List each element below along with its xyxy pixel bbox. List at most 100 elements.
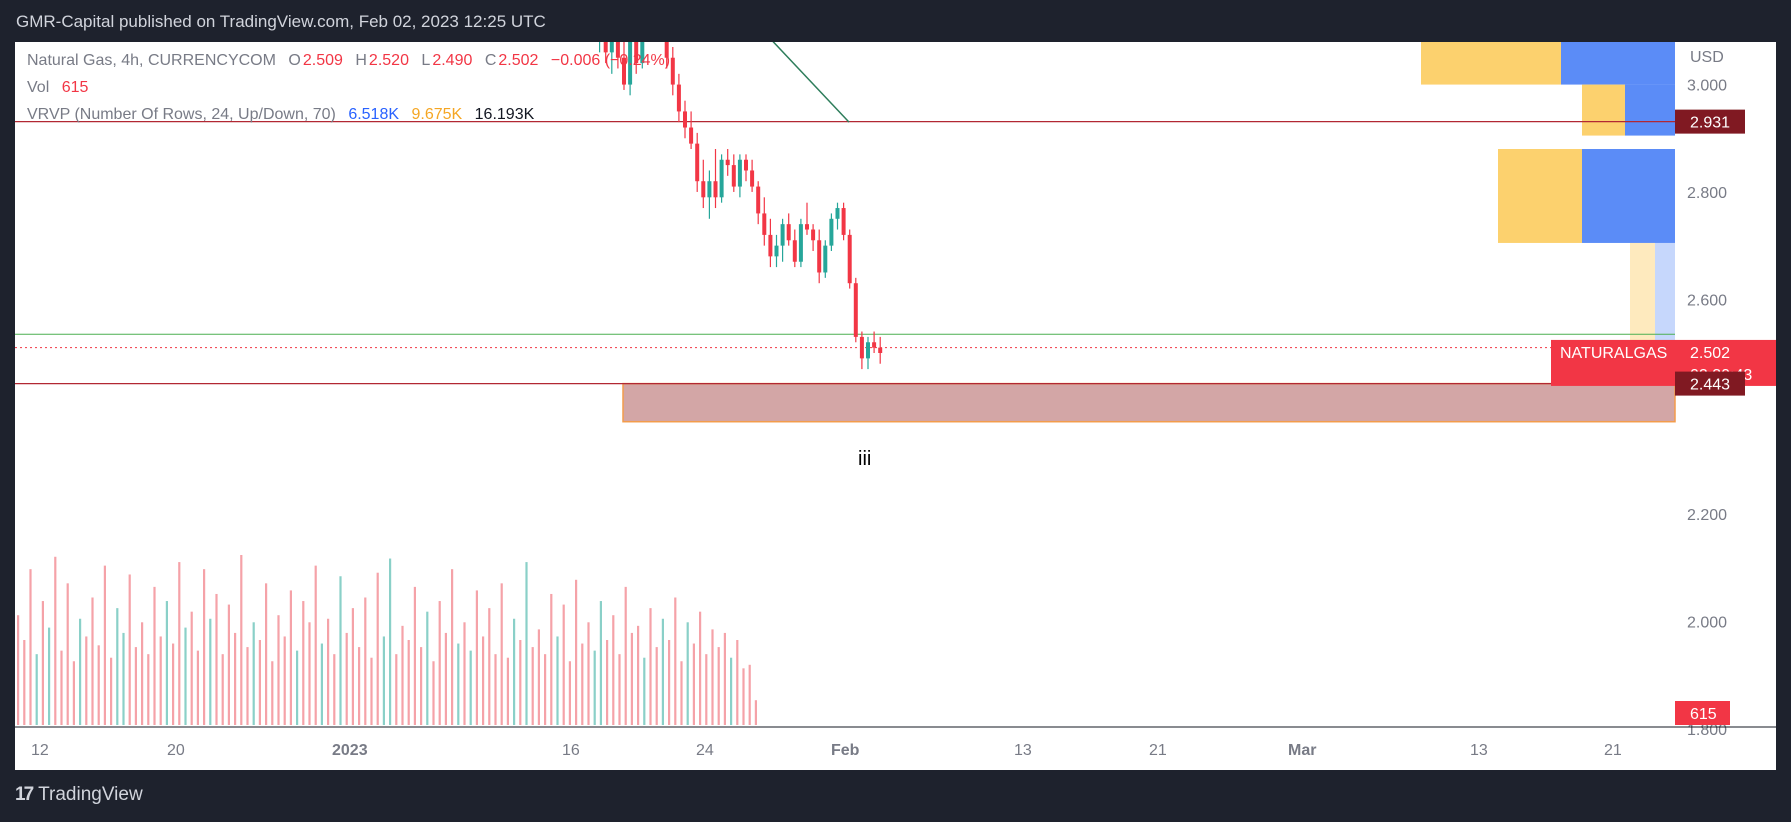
volume-bar — [426, 611, 429, 725]
volume-bar — [240, 555, 243, 725]
volume-bar — [705, 654, 708, 725]
volume-bar — [395, 654, 398, 725]
volume-profile-up-bar — [1630, 242, 1655, 353]
legend-vol-label: Vol — [27, 79, 50, 96]
volume-bar — [568, 661, 571, 725]
volume-bar — [401, 625, 404, 725]
tradingview-footer[interactable]: 17 TradingView — [15, 784, 143, 806]
candle-body — [756, 186, 761, 214]
legend-vrvp-total: 16.193K — [474, 106, 535, 123]
volume-bar — [376, 572, 379, 725]
volume-bar — [234, 632, 237, 725]
y-axis-tick-label: 3.000 — [1687, 78, 1727, 95]
candle-body — [774, 245, 779, 257]
price-label-bg — [1675, 371, 1745, 396]
price-label-value: 2.931 — [1690, 115, 1730, 132]
volume-bar — [23, 640, 26, 725]
volume-profile-down-bar — [1625, 84, 1675, 136]
volume-bar — [333, 654, 336, 725]
volume-bar — [736, 640, 739, 725]
volume-bar — [110, 657, 113, 725]
downtrend-line — [772, 42, 850, 123]
volume-bar — [351, 608, 354, 725]
candle-body — [731, 165, 736, 187]
candle-body — [786, 224, 791, 241]
volume-bar — [668, 640, 671, 725]
volume-bar — [544, 654, 547, 725]
volume-profile-up-bar — [1582, 84, 1625, 136]
volume-profile-up-bar — [1421, 42, 1561, 85]
volume-bar — [593, 650, 596, 725]
chart-frame[interactable]: iiiUSD3.0002.8002.6002.2002.0001.8003.21… — [15, 42, 1776, 770]
candle-body — [780, 224, 785, 246]
volume-bar — [717, 647, 720, 725]
volume-profile-up-bar — [1498, 149, 1582, 243]
volume-bar — [407, 640, 410, 725]
volume-bar — [587, 622, 590, 725]
publisher-header: GMR-Capital published on TradingView.com… — [16, 12, 546, 32]
x-axis-tick-label: 24 — [696, 742, 714, 759]
volume-bar — [252, 622, 255, 725]
volume-bar — [339, 576, 342, 725]
candle-body — [841, 208, 846, 235]
volume-bar — [469, 650, 472, 725]
candle-body — [829, 218, 834, 246]
volume-bar — [66, 583, 69, 725]
candle-body — [744, 159, 748, 171]
wave-label-iii: iii — [858, 448, 871, 470]
candle-body — [615, 42, 620, 58]
candle-body — [750, 170, 755, 187]
volume-bar — [308, 622, 311, 725]
volume-bar — [265, 583, 268, 725]
candle-body — [847, 234, 852, 284]
volume-profile-down-bar — [1561, 42, 1675, 85]
volume-bar — [643, 657, 646, 725]
candle-body — [872, 342, 877, 348]
x-axis-tick-label: 13 — [1014, 742, 1032, 759]
legend-vol-value: 615 — [61, 79, 89, 96]
x-axis-tick-label: 16 — [562, 742, 580, 759]
volume-bar — [358, 647, 361, 725]
volume-bar — [97, 645, 100, 725]
volume-bar — [91, 597, 94, 725]
volume-bar — [488, 608, 491, 725]
candle-body — [634, 42, 639, 64]
volume-bar — [72, 661, 75, 725]
legend-vrvp-label: VRVP (Number Of Rows, 24, Up/Down, 70) — [27, 106, 336, 123]
candle-body — [701, 181, 706, 198]
volume-bar — [215, 593, 218, 725]
volume-bar — [438, 601, 441, 725]
volume-bar — [482, 636, 485, 725]
price-chart[interactable]: iiiUSD3.0002.8002.6002.2002.0001.8003.21… — [15, 42, 1776, 770]
volume-bar — [606, 640, 609, 725]
x-axis-tick-label: 20 — [167, 742, 185, 759]
current-price-value: 2.502 — [1690, 345, 1730, 362]
volume-bar — [754, 700, 757, 725]
volume-bar — [674, 597, 677, 725]
volume-bar — [122, 632, 125, 725]
candle-body — [695, 143, 700, 182]
symbol-tag: NATURALGAS — [1560, 345, 1667, 362]
x-axis-tick-label: 13 — [1470, 742, 1488, 759]
volume-bar — [655, 647, 658, 725]
candle-body — [670, 57, 675, 85]
volume-bar — [612, 615, 615, 725]
volume-bar — [209, 618, 212, 725]
volume-bar — [48, 627, 51, 725]
volume-bar — [382, 636, 385, 725]
y-axis-tick-label: 1.800 — [1687, 722, 1727, 739]
price-label-value: 2.443 — [1690, 377, 1730, 394]
volume-bar — [147, 654, 150, 725]
price-label-bg — [1675, 109, 1745, 134]
candle-body — [609, 42, 614, 53]
volume-bar — [85, 636, 88, 725]
x-axis-tick-label: 12 — [31, 742, 49, 759]
volume-bar — [184, 627, 187, 725]
volume-bar — [196, 650, 199, 725]
volume-bar — [165, 601, 168, 725]
candle-body — [859, 336, 864, 359]
candle-body — [683, 111, 687, 128]
volume-bar — [302, 601, 305, 725]
volume-bar — [141, 622, 144, 725]
legend-close: 2.502 — [498, 52, 539, 69]
